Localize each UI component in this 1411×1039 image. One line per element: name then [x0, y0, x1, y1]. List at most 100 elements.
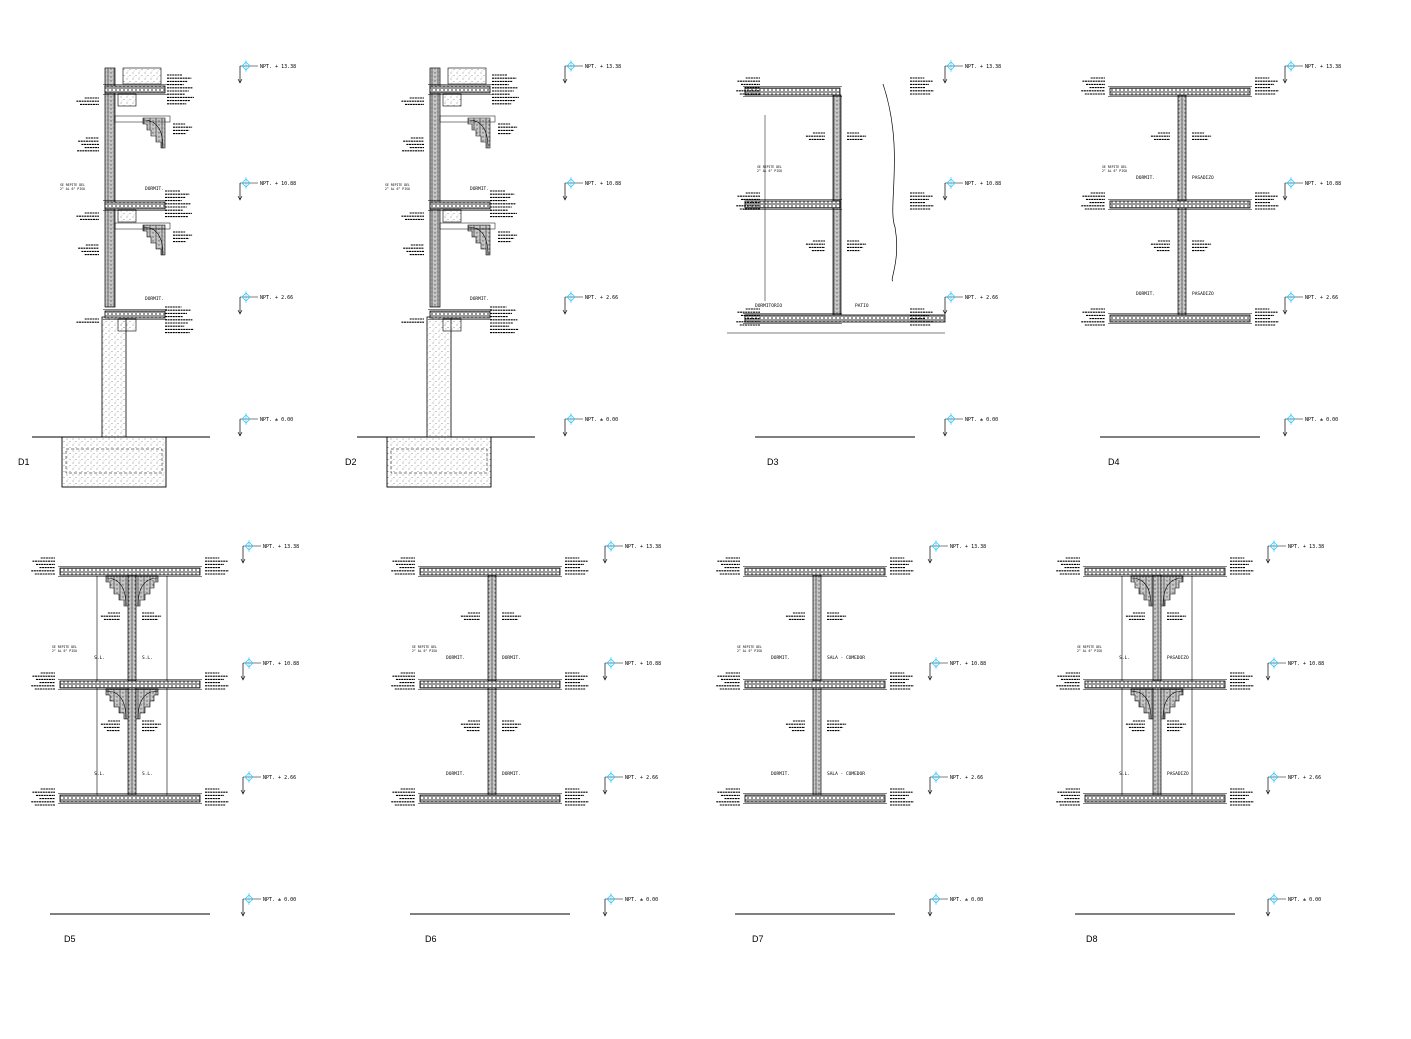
level-marker: NPT. ± 0.00: [1282, 413, 1338, 437]
repeat-note: 2° AL 6° PISO: [757, 169, 782, 173]
slab: [419, 680, 561, 689]
level-marker: NPT. + 2.66: [1282, 291, 1338, 315]
level-arrow-icon: [1265, 789, 1271, 795]
room-label: DORMIT.: [446, 655, 465, 661]
footing: [61, 436, 167, 488]
slab: [429, 310, 491, 319]
level-label: NPT. ± 0.00: [263, 897, 296, 903]
corbel-fillet: [1130, 575, 1154, 607]
level-arrow-icon: [602, 675, 608, 681]
room-label: S.L.: [142, 655, 153, 661]
level-arrow-icon: [942, 431, 948, 437]
room-label: DORMIT.: [502, 655, 521, 661]
level-marker: NPT. ± 0.00: [240, 893, 296, 917]
details-layer: NPT. + 13.38 NPT. + 10.88 NPT. + 2.66 NPT. …: [18, 60, 1341, 944]
room-label: PASADIZO: [1167, 655, 1189, 661]
level-marker: NPT. + 10.88: [240, 657, 299, 681]
corbel-fillet: [105, 688, 129, 720]
level-label: NPT. ± 0.00: [1305, 417, 1338, 423]
slab: [744, 794, 886, 803]
corbel-curve: [105, 690, 127, 720]
level-label: NPT. + 2.66: [263, 775, 296, 781]
repeat-note: SE REPITE DEL: [1102, 165, 1127, 169]
slab: [1084, 680, 1226, 689]
level-marker: NPT. + 13.38: [562, 60, 621, 84]
beam: [117, 93, 137, 107]
room-label: SALA - COMEDOR: [827, 771, 865, 777]
level-arrow-icon: [1265, 675, 1271, 681]
corbel-fillet: [1130, 688, 1154, 720]
level-label: NPT. ± 0.00: [625, 897, 658, 903]
corbel-curve: [1130, 577, 1152, 607]
level-arrow-icon: [562, 78, 568, 84]
corbel-curve: [1130, 690, 1152, 720]
level-marker: NPT. + 10.88: [927, 657, 986, 681]
level-arrow-icon: [237, 78, 243, 84]
detail-d5: NPT. + 13.38 NPT. + 10.88 NPT. + 2.66 NPT. …: [31, 540, 299, 944]
level-arrow-icon: [602, 911, 608, 917]
level-label: NPT. + 2.66: [965, 295, 998, 301]
level-arrow-icon: [1282, 309, 1288, 315]
room-label: DORMIT.: [145, 296, 164, 302]
detail-d2: NPT. + 13.38 NPT. + 10.88 NPT. + 2.66 NPT. …: [345, 60, 621, 488]
corbel-curve: [467, 226, 489, 256]
level-label: NPT. + 13.38: [965, 64, 1001, 70]
corbel-curve: [1162, 690, 1184, 720]
level-label: NPT. ± 0.00: [950, 897, 983, 903]
room-label: S.L.: [94, 771, 105, 777]
room-label: DORMIT.: [470, 296, 489, 302]
level-arrow-icon: [927, 675, 933, 681]
level-marker: NPT. + 13.38: [602, 540, 661, 564]
level-label: NPT. + 13.38: [263, 544, 299, 550]
corbel-fillet: [467, 224, 491, 256]
level-arrow-icon: [927, 558, 933, 564]
level-marker: NPT. + 2.66: [1265, 771, 1321, 795]
brick-wall: [429, 67, 441, 308]
repeat-note: 2° AL 6° PISO: [385, 187, 410, 191]
detail-label: D1: [18, 457, 30, 467]
level-arrow-icon: [602, 558, 608, 564]
level-marker: NPT. + 10.88: [1265, 657, 1324, 681]
detail-d1: NPT. + 13.38 NPT. + 10.88 NPT. + 2.66 NPT. …: [18, 60, 296, 488]
slab: [744, 680, 886, 689]
repeat-note: 2° AL 6° PISO: [60, 187, 85, 191]
level-label: NPT. + 13.38: [1305, 64, 1341, 70]
detail-d7: NPT. + 13.38 NPT. + 10.88 NPT. + 2.66 NPT. …: [716, 540, 986, 944]
slab: [104, 201, 166, 210]
level-arrow-icon: [562, 431, 568, 437]
level-label: NPT. + 2.66: [950, 775, 983, 781]
corbel-curve: [1162, 577, 1184, 607]
slab: [419, 794, 561, 803]
level-arrow-icon: [1282, 195, 1288, 201]
slab: [59, 680, 201, 689]
repeat-note: SE REPITE DEL: [757, 165, 782, 169]
slab: [429, 201, 491, 210]
patio-edge: [882, 83, 898, 282]
corbel-curve: [137, 690, 159, 720]
soffit: [114, 222, 171, 230]
room-label: DORMIT.: [470, 186, 489, 192]
level-arrow-icon: [927, 789, 933, 795]
repeat-note: 2° AL 6° PISO: [737, 649, 762, 653]
repeat-note: SE REPITE DEL: [737, 645, 762, 649]
level-marker: NPT. + 2.66: [927, 771, 983, 795]
level-label: NPT. + 2.66: [260, 295, 293, 301]
slab: [104, 85, 166, 94]
beam: [442, 93, 462, 107]
level-arrow-icon: [942, 195, 948, 201]
level-arrow-icon: [1282, 78, 1288, 84]
level-marker: NPT. ± 0.00: [1265, 893, 1321, 917]
soffit: [439, 115, 496, 123]
level-arrow-icon: [237, 309, 243, 315]
repeat-note: 2° AL 6° PISO: [1102, 169, 1127, 173]
room-label: PASADIZO: [1192, 175, 1214, 181]
slab: [419, 567, 561, 576]
level-marker: NPT. + 13.38: [240, 540, 299, 564]
corbel-fillet: [105, 575, 129, 607]
level-label: NPT. + 10.88: [585, 181, 621, 187]
level-marker: NPT. + 10.88: [237, 177, 296, 201]
slab: [1109, 200, 1251, 209]
corbel-fillet: [467, 117, 491, 149]
repeat-note: SE REPITE DEL: [385, 183, 410, 187]
